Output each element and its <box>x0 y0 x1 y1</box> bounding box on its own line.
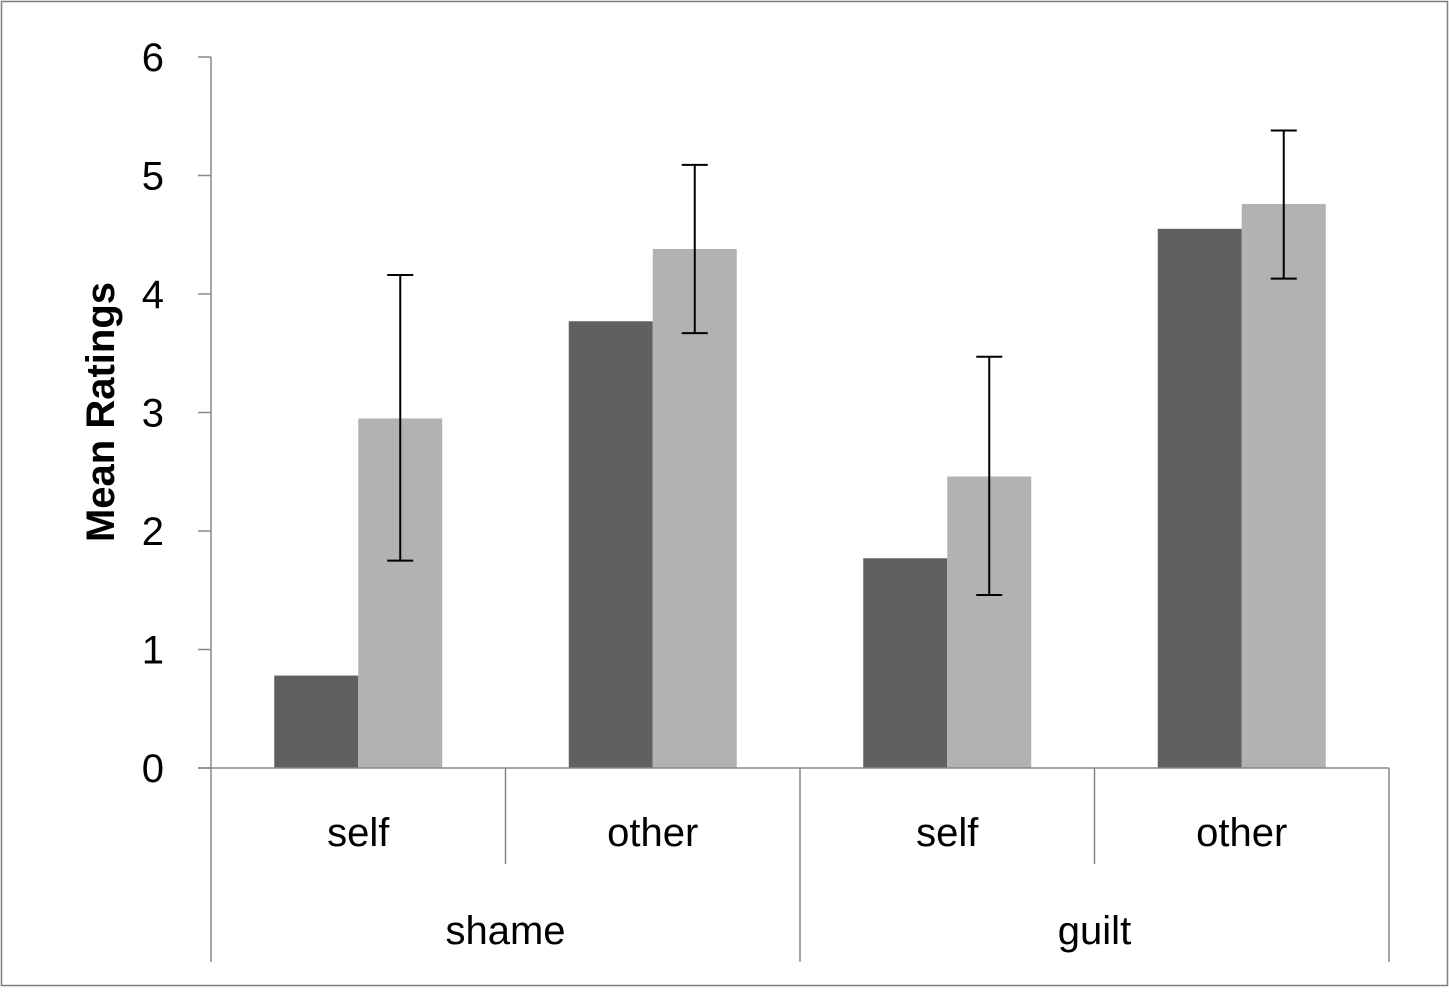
y-axis-title: Mean Ratings <box>79 282 123 542</box>
y-tick-label: 0 <box>142 747 164 791</box>
y-tick-label: 5 <box>142 155 164 199</box>
y-tick-label: 2 <box>142 510 164 554</box>
y-tick-label: 4 <box>142 273 164 317</box>
x-category-label: self <box>916 811 979 855</box>
y-tick-label: 1 <box>142 629 164 673</box>
x-category-label: other <box>1196 811 1287 855</box>
axes-layer <box>198 56 1390 962</box>
bar <box>274 675 359 768</box>
bar <box>1241 203 1326 768</box>
y-tick-label: 3 <box>142 392 164 436</box>
error-bars-layer <box>387 129 1297 596</box>
bar <box>863 558 948 768</box>
labels-layer: 0 1 2 3 4 5 6 self other self other shame guilt <box>142 36 1288 953</box>
x-group-label: shame <box>445 909 565 953</box>
x-category-label: other <box>607 811 698 855</box>
x-group-label: guilt <box>1058 909 1131 953</box>
bar <box>652 248 737 769</box>
y-tick-label: 6 <box>142 36 164 80</box>
bar <box>1157 228 1242 768</box>
x-category-label: self <box>327 811 390 855</box>
bar <box>568 321 653 768</box>
